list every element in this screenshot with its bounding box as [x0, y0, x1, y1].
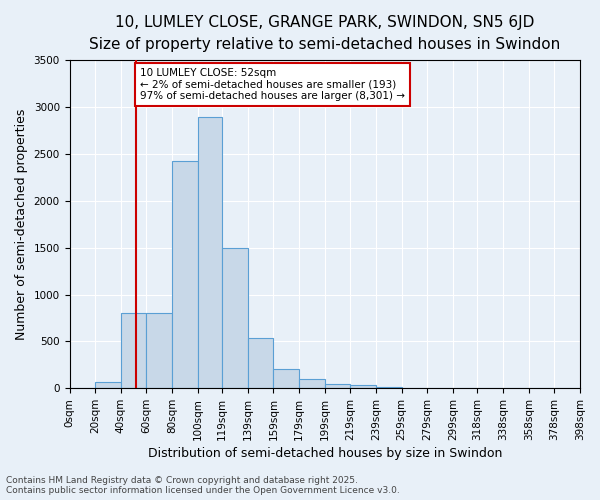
Bar [121, 314, 146, 388]
Bar [248, 338, 274, 388]
Title: 10, LUMLEY CLOSE, GRANGE PARK, SWINDON, SN5 6JD
Size of property relative to sem: 10, LUMLEY CLOSE, GRANGE PARK, SWINDON, … [89, 15, 560, 52]
Bar [274, 370, 299, 388]
Bar [198, 116, 222, 388]
Text: Contains HM Land Registry data © Crown copyright and database right 2025.
Contai: Contains HM Land Registry data © Crown c… [6, 476, 400, 495]
Bar [325, 384, 350, 388]
Bar [222, 248, 248, 388]
Bar [350, 386, 376, 388]
Y-axis label: Number of semi-detached properties: Number of semi-detached properties [15, 108, 28, 340]
Text: 10 LUMLEY CLOSE: 52sqm
← 2% of semi-detached houses are smaller (193)
97% of sem: 10 LUMLEY CLOSE: 52sqm ← 2% of semi-deta… [140, 68, 405, 101]
Bar [299, 379, 325, 388]
X-axis label: Distribution of semi-detached houses by size in Swindon: Distribution of semi-detached houses by … [148, 447, 502, 460]
Bar [146, 314, 172, 388]
Bar [95, 382, 121, 388]
Bar [172, 160, 198, 388]
